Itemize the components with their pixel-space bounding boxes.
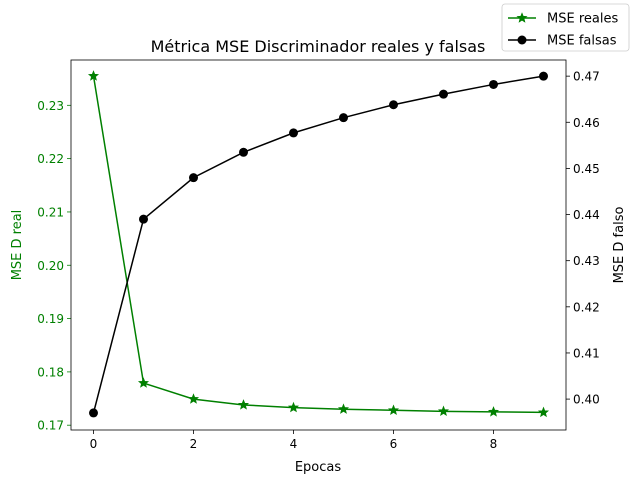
series-line — [92, 75, 544, 414]
series-line — [92, 75, 544, 414]
left-y-tick-label: 0.19 — [37, 312, 64, 326]
right-y-tick-label: 0.43 — [573, 254, 600, 268]
right-y-tick-label: 0.45 — [573, 162, 600, 176]
x-tick-label: 2 — [190, 437, 198, 451]
right-y-tick-label: 0.40 — [573, 393, 600, 407]
circle-marker — [289, 128, 298, 138]
right-y-tick-label: 0.42 — [573, 300, 600, 314]
right-y-axis-label: MSE D falso — [612, 207, 627, 284]
star-marker — [437, 405, 450, 417]
circle-marker — [89, 408, 98, 418]
circle-marker — [139, 214, 148, 224]
legend-label: MSE falsas — [547, 34, 617, 49]
left-y-tick-label: 0.22 — [37, 152, 64, 166]
x-tick-label: 8 — [490, 437, 498, 451]
circle-marker — [189, 173, 198, 183]
x-tick-label: 6 — [390, 437, 398, 451]
chart-title: Métrica MSE Discriminador reales y falsa… — [151, 37, 486, 56]
right-y-tick-label: 0.41 — [573, 346, 600, 360]
circle-marker — [539, 71, 548, 81]
circle-marker — [239, 147, 248, 157]
right-y-tick-label: 0.44 — [573, 208, 600, 222]
star-marker — [537, 406, 550, 418]
circle-marker — [439, 89, 448, 99]
legend-circle-marker — [517, 35, 527, 45]
circle-marker — [489, 79, 498, 89]
plot-area: 0 2 4 6 8 0.17 0.18 0.19 0.20 0.21 0.22 0.23 0.40 0.4… — [37, 59, 600, 451]
star-marker — [387, 404, 400, 415]
x-tick-label: 0 — [90, 437, 98, 451]
left-y-tick-label: 0.20 — [37, 259, 64, 273]
plot-frame — [70, 59, 567, 431]
x-axis-label: Epocas — [295, 460, 342, 475]
legend-label: MSE reales — [547, 12, 618, 27]
circle-marker — [339, 113, 348, 123]
left-y-tick-label: 0.18 — [37, 365, 64, 379]
x-tick-label: 4 — [290, 437, 298, 451]
left-y-tick-label: 0.23 — [37, 99, 64, 113]
chart-legend: MSE reales MSE falsas — [501, 3, 630, 52]
right-y-tick-label: 0.46 — [573, 116, 600, 130]
left-y-axis-label: MSE D real — [10, 210, 25, 281]
star-marker — [137, 377, 150, 388]
star-marker — [87, 70, 100, 81]
left-y-tick-label: 0.17 — [37, 419, 64, 433]
star-marker — [187, 393, 200, 404]
circle-marker — [389, 100, 398, 110]
left-y-tick-label: 0.21 — [37, 205, 64, 219]
star-marker — [237, 399, 250, 410]
star-marker — [287, 401, 300, 413]
star-marker — [337, 403, 350, 414]
right-y-tick-label: 0.47 — [573, 70, 600, 84]
star-marker — [487, 406, 500, 417]
legend-star-marker — [516, 12, 528, 23]
